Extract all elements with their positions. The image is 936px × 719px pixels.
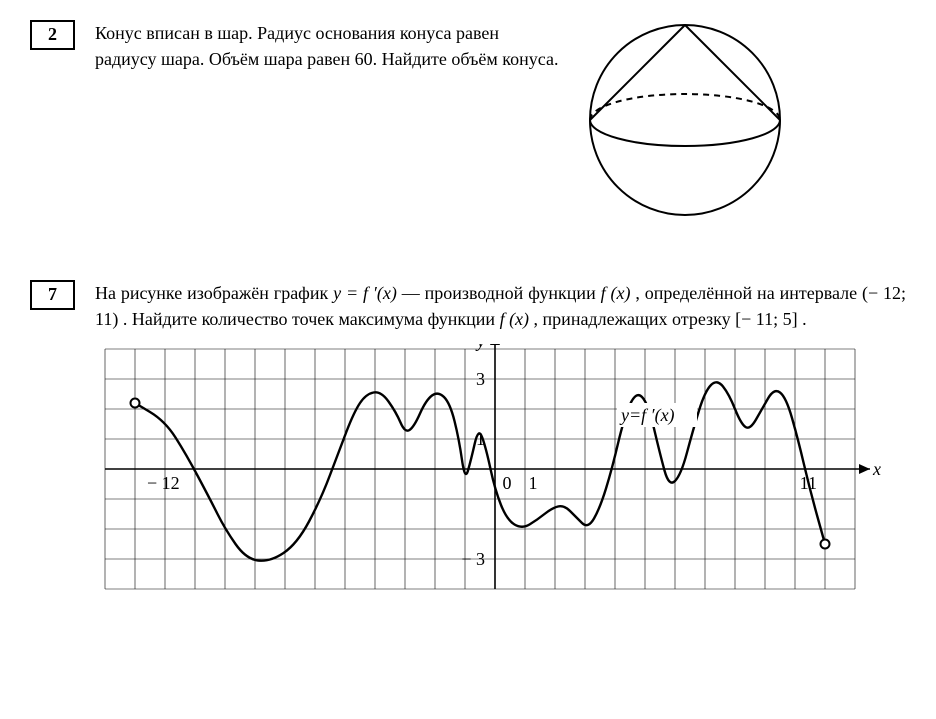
- svg-text:x: x: [872, 459, 881, 479]
- svg-text:y: y: [475, 344, 485, 351]
- problem-2: 2 Конус вписан в шар. Радиус основания к…: [30, 20, 906, 220]
- t: .: [802, 309, 807, 329]
- problem-7: 7 На рисунке изображён график y = f ′(x)…: [30, 280, 906, 332]
- t: , определённой на интервале: [635, 283, 862, 303]
- svg-text:11: 11: [800, 473, 817, 493]
- derivative-chart: 01− 121113− 3yxy=f ′(x): [100, 344, 906, 614]
- chart-svg: 01− 121113− 3yxy=f ′(x): [100, 344, 890, 614]
- svg-text:y=f ′(x): y=f ′(x): [619, 405, 675, 426]
- problem-number-box: 7: [30, 280, 75, 310]
- svg-text:1: 1: [476, 429, 485, 449]
- eq: y = f ′(x): [333, 283, 397, 303]
- eq: f (x): [500, 309, 529, 329]
- svg-text:− 3: − 3: [461, 549, 485, 569]
- svg-text:3: 3: [476, 369, 485, 389]
- interval: [− 11; 5]: [735, 309, 797, 329]
- problem-number-box: 2: [30, 20, 75, 50]
- problem-2-text: Конус вписан в шар. Радиус основания кон…: [95, 20, 565, 72]
- t: — производной функции: [402, 283, 601, 303]
- svg-text:− 12: − 12: [147, 473, 180, 493]
- sphere-cone-svg: [585, 20, 785, 220]
- eq: f (x): [601, 283, 631, 303]
- svg-text:0: 0: [503, 473, 512, 493]
- t: На рисунке изображён график: [95, 283, 333, 303]
- t: . Найдите количество точек максимума фун…: [123, 309, 500, 329]
- svg-text:1: 1: [529, 473, 538, 493]
- cone-in-sphere-figure: [585, 20, 785, 220]
- problem-7-text: На рисунке изображён график y = f ′(x) —…: [95, 280, 906, 332]
- t: , принадлежащих отрезку: [534, 309, 736, 329]
